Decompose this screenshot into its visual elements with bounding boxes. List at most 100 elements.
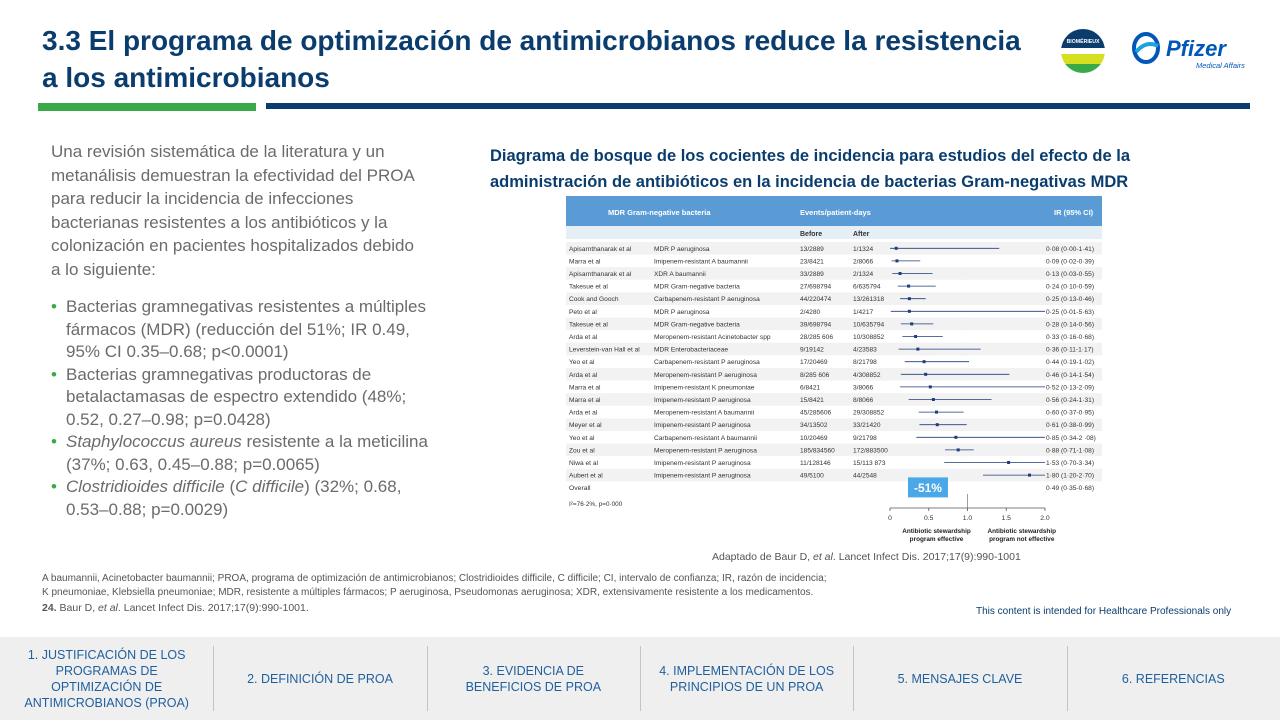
forest-after-value: 44/2548 xyxy=(853,473,877,480)
forest-after-value: 15/113 873 xyxy=(853,460,886,467)
forest-reduction-badge-text: -51% xyxy=(914,481,942,495)
forest-ir-value: 0·25 (0·13-0·46) xyxy=(1046,296,1094,303)
list-item: • Staphylococcus aureus resistente a la m… xyxy=(51,432,428,474)
forest-row-bg xyxy=(566,267,1102,280)
forest-left-note-line2: program effective xyxy=(910,536,964,543)
forest-before-value: 11/128146 xyxy=(800,460,831,467)
forest-study-label: Peto et al xyxy=(569,309,597,316)
forest-ir-value: 0·33 (0·16-0·68) xyxy=(1046,334,1094,341)
forest-heterogeneity: I²=76·2%, p=0·000 xyxy=(569,501,623,508)
forest-bacteria-label: Carbapenem-resistant P aeruginosa xyxy=(654,359,760,366)
forest-ir-value: 0·85 (0·34-2 ·08) xyxy=(1046,435,1096,442)
forest-point-marker xyxy=(935,423,939,427)
forest-study-label: Marra et al xyxy=(569,258,601,265)
forest-bacteria-label: MDR P aeruginosa xyxy=(654,309,710,316)
forest-point-marker xyxy=(922,360,926,364)
bottom-nav: 1. JUSTIFICACIÓN DE LOS PROGRAMAS DE OPT… xyxy=(0,637,1280,720)
nav-item-referencias[interactable]: 6. REFERENCIAS xyxy=(1066,637,1280,720)
nav-item-definicion[interactable]: 2. DEFINICIÓN DE PROA xyxy=(213,637,426,720)
title-rule-green xyxy=(38,103,256,111)
forest-study-label: Apisarnthanarak et al xyxy=(569,246,632,253)
forest-point-marker xyxy=(894,246,898,250)
forest-point-marker xyxy=(910,322,914,326)
forest-point-marker xyxy=(956,448,960,452)
forest-after-value: 33/21420 xyxy=(853,422,881,429)
forest-point-marker xyxy=(898,272,902,275)
forest-before-value: 17/20469 xyxy=(800,359,828,366)
abbreviations: A baumannii, Acinetobacter baumannii; PR… xyxy=(42,572,942,600)
figure-caption: Adaptado de Baur D, et al. Lancet Infect… xyxy=(712,551,1021,563)
forest-ir-value: 0·13 (0·03-0·55) xyxy=(1046,271,1094,278)
forest-header-col2: Events/patient-days xyxy=(800,208,871,217)
forest-point-marker xyxy=(935,410,938,414)
forest-row-bg xyxy=(566,443,1102,457)
forest-study-label: Yeo et al xyxy=(569,435,595,442)
forest-x-tick-label: 0.5 xyxy=(924,515,934,522)
forest-bacteria-label: Imipenem-resistant A baumannii xyxy=(654,258,748,265)
nav-item-justificacion[interactable]: 1. JUSTIFICACIÓN DE LOS PROGRAMAS DE OPT… xyxy=(24,647,189,710)
forest-before-value: 28/285 606 xyxy=(800,334,833,341)
forest-bacteria-label: MDR Gram-negative bacteria xyxy=(654,284,740,291)
forest-before-value: 13/2889 xyxy=(800,246,824,253)
forest-study-label: Arda et al xyxy=(569,334,598,341)
forest-after-value: 1/1324 xyxy=(853,246,874,253)
forest-ir-value: 0·44 (0·19-1·02) xyxy=(1046,359,1094,366)
figure-title: Diagrama de bosque de los cocientes de i… xyxy=(490,147,1131,191)
forest-before-value: 33/2889 xyxy=(800,271,824,278)
reference: 24. Baur D, et al. Lancet Infect Dis. 20… xyxy=(42,602,309,614)
nav-item-mensajes[interactable]: 5. MENSAJES CLAVE xyxy=(853,637,1066,720)
forest-after-value: 13/261318 xyxy=(853,296,885,303)
forest-ir-value: 1·80 (1·20-2·70) xyxy=(1046,473,1094,480)
forest-subheader-after: After xyxy=(853,231,870,238)
forest-x-tick-label: 0 xyxy=(888,515,892,522)
forest-row-bg xyxy=(566,468,1102,482)
forest-after-value: 3/8066 xyxy=(853,384,874,391)
forest-after-value: 8/21798 xyxy=(853,359,877,366)
forest-study-label: Niwa et al xyxy=(569,460,598,467)
list-item: • Bacterias gramnegativas resistentes a m… xyxy=(51,297,426,361)
forest-study-label: Leverstein-van Hall et al xyxy=(569,347,640,354)
forest-after-value: 4/23583 xyxy=(853,347,877,354)
forest-right-note-line1: Antibiotic stewardship xyxy=(987,528,1056,535)
forest-bacteria-label: Meropenem-resistant P aeruginosa xyxy=(654,372,757,379)
forest-row-bg xyxy=(566,456,1102,469)
forest-bacteria-label: Imipenem-resistant P aeruginosa xyxy=(654,473,751,480)
forest-before-value: 39/698794 xyxy=(800,321,832,328)
forest-ir-value: 0·36 (0·11-1·17) xyxy=(1046,347,1094,354)
forest-row-bg xyxy=(566,330,1102,343)
forest-point-marker xyxy=(928,385,932,389)
forest-x-tick-label: 1.5 xyxy=(1002,515,1012,522)
forest-row-bg xyxy=(566,305,1102,318)
forest-ir-value: 0·88 (0·71-1·08) xyxy=(1046,447,1094,454)
forest-study-label: Takesue et al xyxy=(569,321,608,328)
forest-row-bg xyxy=(566,279,1102,293)
forest-bacteria-label: Carbapenem-resistant P aeruginosa xyxy=(654,296,760,303)
forest-bacteria-label: Imipenem-resistant K pneumoniae xyxy=(654,384,755,391)
nav-item-implementacion[interactable]: 4. IMPLEMENTACIÓN DE LOS PRINCIPIOS DE U… xyxy=(639,637,853,720)
forest-before-value: 34/13502 xyxy=(800,422,828,429)
forest-ir-value: 1·53 (0·70-3·34) xyxy=(1046,460,1094,467)
forest-study-label: Aubert et al xyxy=(569,473,603,480)
forest-bacteria-label: Meropenem-resistant A baumannii xyxy=(654,410,755,417)
forest-study-label: Arda et al xyxy=(569,410,598,417)
list-item: • Clostridioides difficile (C difficile) … xyxy=(51,477,402,519)
forest-after-value: 4/308852 xyxy=(853,372,881,379)
forest-study-label: Cook and Gooch xyxy=(569,296,619,303)
forest-bacteria-label: Meropenem-resistant P aeruginosa xyxy=(654,447,757,454)
forest-point-marker xyxy=(924,372,928,376)
forest-after-value: 10/308852 xyxy=(853,334,885,341)
forest-point-marker xyxy=(916,347,920,351)
findings-list: • Bacterias gramnegativas resistentes a m… xyxy=(51,296,443,521)
forest-before-value: 6/8421 xyxy=(800,384,821,391)
forest-bacteria-label: XDR A baumannii xyxy=(654,271,706,278)
nav-item-evidencia[interactable]: 3. EVIDENCIA DE BENEFICIOS DE PROA xyxy=(426,637,640,720)
forest-ir-value: 0·60 (0·37-0·95) xyxy=(1046,410,1094,417)
pfizer-logo-text: Pfizer xyxy=(1166,36,1227,61)
forest-before-value: 10/20469 xyxy=(800,435,828,442)
forest-before-value: 15/8421 xyxy=(800,397,824,404)
abbrev-line-1: A baumannii, Acinetobacter baumannii; PR… xyxy=(42,573,827,584)
forest-after-value: 6/635794 xyxy=(853,284,881,291)
forest-before-value: 23/8421 xyxy=(800,258,824,265)
forest-right-note-line2: program not effective xyxy=(989,536,1055,543)
forest-subheader-before: Before xyxy=(800,231,822,238)
